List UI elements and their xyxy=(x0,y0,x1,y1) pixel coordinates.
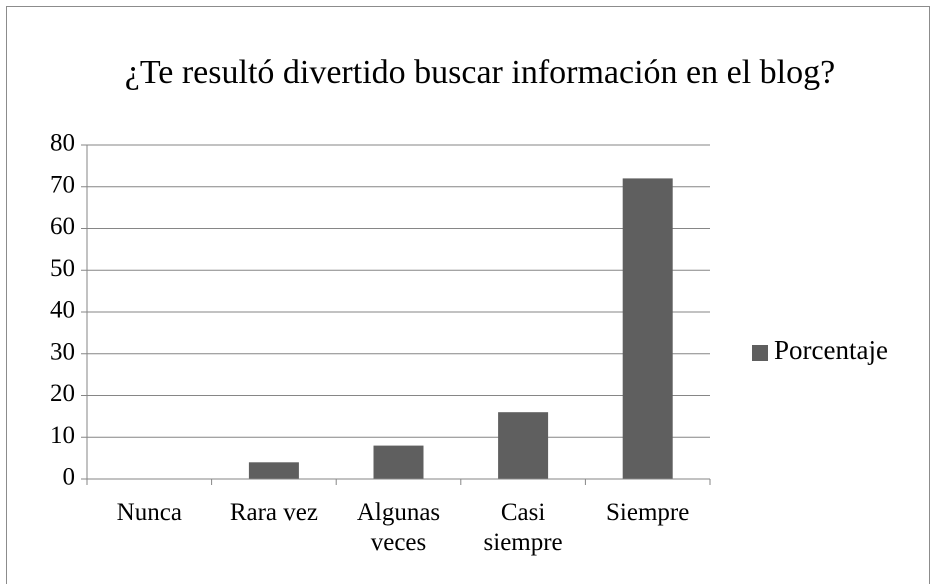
bar xyxy=(373,445,424,479)
x-tick-label: Casi siempre xyxy=(483,499,563,556)
legend-label: Porcentaje xyxy=(774,335,888,365)
x-tick-label: Algunas veces xyxy=(356,499,441,556)
bar xyxy=(248,462,299,479)
y-tick-label: 50 xyxy=(50,255,75,282)
chart-title: ¿Te resultó divertido buscar información… xyxy=(124,54,836,91)
y-tick-label: 20 xyxy=(50,380,75,407)
y-tick-label: 80 xyxy=(50,130,75,157)
legend-swatch xyxy=(752,345,768,361)
y-tick-label: 60 xyxy=(50,213,75,240)
x-tick-label: Siempre xyxy=(606,499,690,526)
y-tick-label: 40 xyxy=(50,297,75,324)
y-tick-label: 70 xyxy=(50,171,75,198)
bar xyxy=(622,178,673,479)
x-tick-label: Nunca xyxy=(116,499,182,526)
y-tick-label: 0 xyxy=(63,464,76,491)
x-tick-label: Rara vez xyxy=(229,499,318,526)
y-tick-label: 10 xyxy=(50,422,75,449)
y-tick-label: 30 xyxy=(50,338,75,365)
bar xyxy=(498,412,549,479)
